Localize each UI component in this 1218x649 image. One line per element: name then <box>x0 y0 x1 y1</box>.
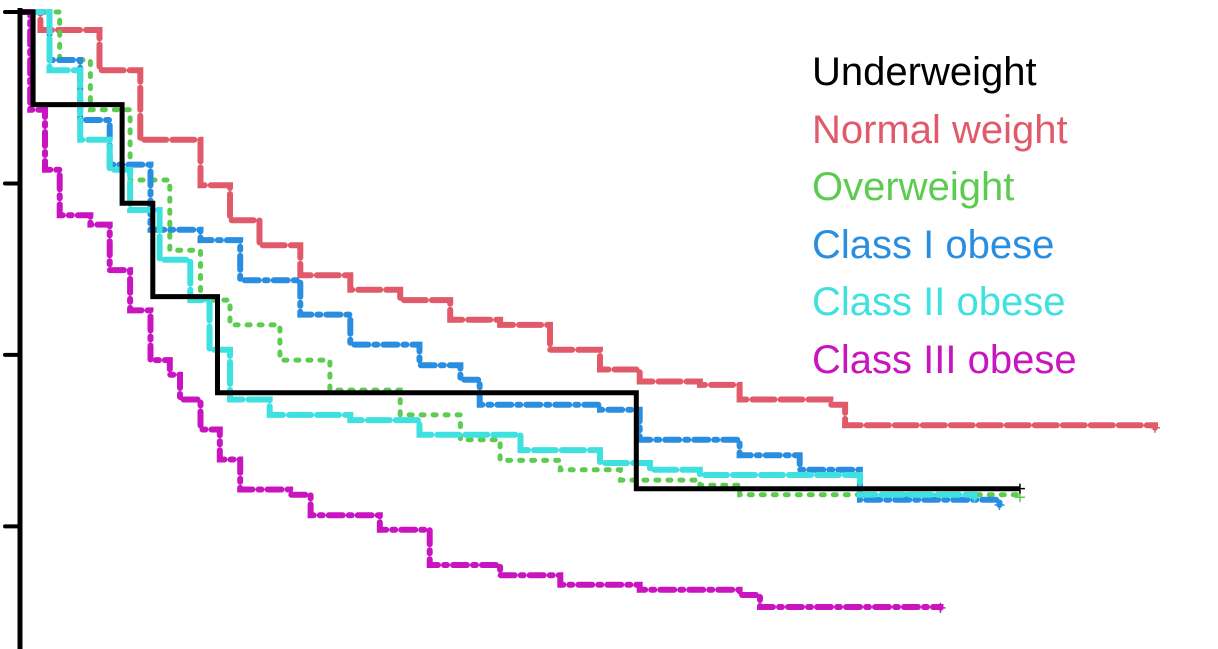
legend-entry-class-iii-obese: Class III obese <box>812 337 1077 382</box>
censor-mark <box>1014 492 1025 503</box>
censor-mark <box>1150 422 1160 433</box>
curve-underweight <box>20 9 1020 492</box>
censor-mark <box>969 492 980 503</box>
curve-class-ii-obese <box>17 9 978 501</box>
survival-curves <box>17 9 1160 613</box>
legend: Underweight Normal weight Overweight Cla… <box>812 44 1077 389</box>
curve-class-iii-obese <box>17 9 944 611</box>
curve-overweight <box>17 9 1023 500</box>
curve-normal-weight <box>17 9 1158 431</box>
legend-entry-class-i-obese: Class I obese <box>812 222 1055 267</box>
legend-entry-normal-weight: Normal weight <box>812 107 1068 152</box>
y-axis-ticks <box>3 10 22 529</box>
legend-entry-overweight: Overweight <box>812 165 1015 209</box>
censor-mark <box>935 602 946 613</box>
censor-mark <box>994 499 1005 510</box>
legend-entry-underweight: Underweight <box>812 50 1037 94</box>
legend-entry-class-ii-obese: Class II obese <box>812 280 1066 324</box>
censor-mark <box>1014 483 1025 494</box>
